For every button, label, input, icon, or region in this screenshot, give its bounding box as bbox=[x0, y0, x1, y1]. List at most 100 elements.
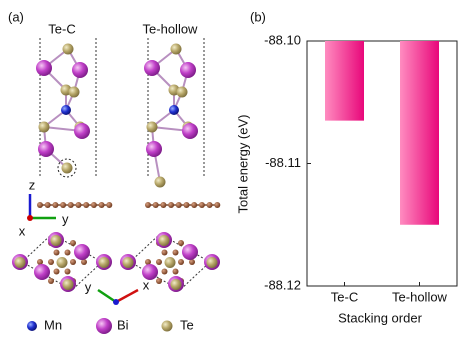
axis-arrow bbox=[97, 288, 117, 304]
axis-label: y bbox=[85, 279, 92, 294]
legend-label: Te bbox=[180, 317, 194, 332]
atom bbox=[75, 202, 82, 208]
axis-origin bbox=[27, 215, 33, 221]
atom bbox=[164, 257, 176, 268]
axis-label: x bbox=[19, 223, 26, 238]
atom bbox=[34, 264, 50, 280]
atom bbox=[176, 86, 188, 98]
atom bbox=[145, 202, 151, 208]
atom bbox=[62, 279, 74, 290]
legend-label: Bi bbox=[117, 317, 129, 332]
atom bbox=[106, 202, 113, 208]
atom bbox=[178, 239, 184, 246]
y-tick-label: -88.12 bbox=[264, 277, 301, 292]
atom bbox=[146, 141, 162, 157]
atom bbox=[144, 60, 160, 76]
atom bbox=[189, 259, 195, 265]
atom bbox=[98, 202, 105, 208]
atom bbox=[142, 264, 158, 280]
atom bbox=[206, 257, 218, 268]
atom bbox=[70, 239, 76, 246]
atom bbox=[67, 202, 74, 208]
atom bbox=[36, 60, 52, 76]
bar bbox=[400, 41, 439, 225]
highlight bbox=[57, 158, 77, 178]
atom bbox=[170, 43, 182, 55]
atom bbox=[156, 278, 162, 285]
atom bbox=[161, 268, 168, 275]
atom bbox=[182, 244, 198, 260]
atom bbox=[146, 121, 158, 133]
plot-area: -88.12 -88.11 -88.10 Te-C Te-hollow bbox=[264, 32, 458, 304]
atom bbox=[154, 176, 166, 188]
x-axis-label: Stacking order bbox=[338, 310, 422, 325]
structure-panel bbox=[12, 38, 221, 334]
atom bbox=[156, 259, 162, 265]
atom bbox=[72, 62, 88, 78]
y-axis-label: Total energy (eV) bbox=[235, 115, 250, 214]
atom bbox=[44, 202, 51, 208]
atom bbox=[37, 202, 43, 208]
panel-label: (a) bbox=[8, 9, 24, 24]
atom bbox=[48, 278, 54, 285]
axis-label: x bbox=[143, 277, 150, 292]
atom bbox=[168, 202, 175, 208]
legend-label: Mn bbox=[44, 317, 62, 332]
atom bbox=[158, 235, 170, 246]
axis-arrow bbox=[115, 288, 139, 304]
atom bbox=[122, 257, 134, 268]
atom bbox=[38, 121, 50, 133]
atom bbox=[169, 105, 179, 115]
atom bbox=[61, 105, 71, 115]
atom bbox=[180, 62, 196, 78]
atom bbox=[27, 321, 37, 331]
x-tick-label: Te-hollow bbox=[392, 289, 448, 304]
axis-label: z bbox=[29, 177, 36, 192]
atom bbox=[160, 202, 167, 208]
atom bbox=[53, 249, 60, 256]
atom bbox=[70, 259, 76, 265]
atom bbox=[68, 86, 80, 98]
atom bbox=[90, 202, 97, 208]
atom bbox=[52, 202, 59, 208]
atom bbox=[214, 202, 221, 208]
atom bbox=[38, 141, 54, 157]
atom bbox=[50, 235, 62, 246]
bar bbox=[325, 41, 364, 121]
atom bbox=[74, 244, 90, 260]
atom bbox=[61, 162, 73, 174]
x-tick-label: Te-C bbox=[331, 289, 358, 304]
y-tick-label: -88.11 bbox=[265, 155, 301, 170]
atom bbox=[83, 202, 90, 208]
y-tick-label: -88.10 bbox=[264, 32, 301, 47]
atom bbox=[81, 259, 87, 265]
atom bbox=[14, 257, 26, 268]
atom bbox=[175, 202, 182, 208]
atom bbox=[98, 257, 110, 268]
atom bbox=[170, 279, 182, 290]
atom bbox=[48, 259, 54, 265]
atom bbox=[161, 320, 173, 332]
atom bbox=[53, 268, 60, 275]
structure-title: Te-C bbox=[48, 21, 75, 36]
atom bbox=[64, 249, 71, 256]
atom bbox=[178, 259, 184, 265]
atom bbox=[60, 202, 67, 208]
atom bbox=[172, 268, 179, 275]
atom bbox=[62, 43, 74, 55]
panel-label: (b) bbox=[250, 9, 266, 24]
atom bbox=[37, 259, 43, 265]
atom bbox=[182, 123, 198, 139]
atom bbox=[198, 202, 205, 208]
atom bbox=[152, 202, 159, 208]
atom bbox=[145, 259, 151, 265]
atom bbox=[96, 318, 112, 334]
axis-origin bbox=[113, 299, 119, 305]
structure-title: Te-hollow bbox=[143, 21, 199, 36]
atom bbox=[172, 249, 179, 256]
atom bbox=[56, 257, 68, 268]
atom bbox=[74, 123, 90, 139]
atom bbox=[191, 202, 198, 208]
atom bbox=[161, 249, 168, 256]
